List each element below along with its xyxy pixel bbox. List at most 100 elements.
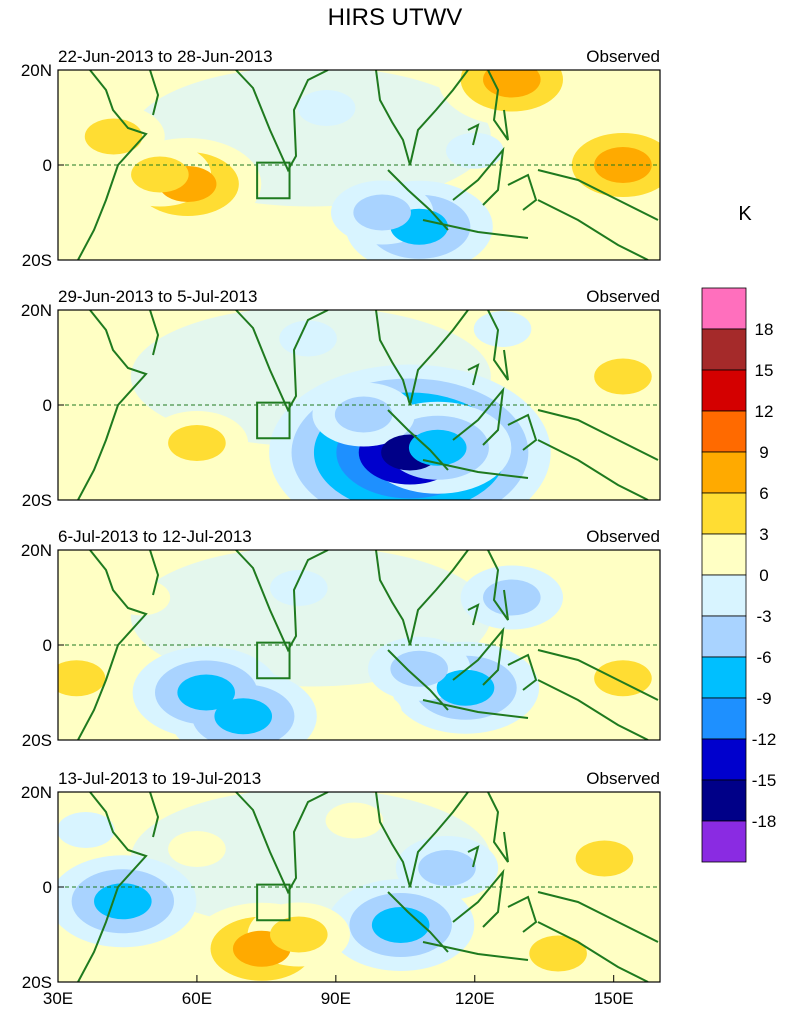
panel-period: 29-Jun-2013 to 5-Jul-2013 bbox=[58, 287, 257, 306]
anomaly-contour bbox=[594, 358, 652, 395]
coastline bbox=[507, 173, 538, 211]
anomaly-contour bbox=[594, 660, 652, 697]
coastline bbox=[467, 363, 480, 386]
colorbar-label: -9 bbox=[756, 689, 771, 708]
colorbar-unit: K bbox=[738, 203, 752, 225]
coastline bbox=[507, 413, 538, 451]
panel-observed-label: Observed bbox=[586, 47, 660, 66]
coastline bbox=[452, 868, 505, 928]
coastline bbox=[77, 310, 148, 500]
anomaly-contour bbox=[270, 570, 328, 606]
anomaly-contour bbox=[94, 883, 152, 920]
anomaly-contour bbox=[445, 132, 504, 169]
colorbar-swatch bbox=[701, 779, 747, 822]
index-box bbox=[256, 401, 291, 440]
coastline bbox=[387, 891, 449, 953]
coastline bbox=[235, 70, 329, 173]
colorbar-label: -12 bbox=[752, 730, 777, 749]
coastline bbox=[537, 439, 649, 500]
anomaly-contour bbox=[529, 935, 587, 972]
coastline bbox=[149, 792, 160, 838]
anomaly-contour bbox=[75, 406, 134, 442]
y-tick-label: 0 bbox=[43, 878, 52, 897]
anomaly-contour bbox=[334, 396, 393, 433]
x-tick-label: 60E bbox=[182, 989, 212, 1008]
anomaly-contour bbox=[168, 425, 226, 461]
coastline bbox=[77, 550, 148, 740]
anomaly-contour bbox=[325, 802, 384, 839]
panel-field bbox=[58, 550, 660, 740]
coastline bbox=[537, 409, 659, 461]
colorbar-label: 12 bbox=[755, 402, 774, 421]
coastline bbox=[487, 70, 509, 141]
x-tick-label: 90E bbox=[321, 989, 351, 1008]
anomaly-contour bbox=[566, 579, 624, 616]
coastline bbox=[235, 792, 329, 895]
anomaly-contour bbox=[575, 840, 634, 877]
map-panel: 6-Jul-2013 to 12-Jul-2013 Observed 20N 0 20S bbox=[21, 527, 661, 750]
panel-observed-label: Observed bbox=[586, 769, 660, 788]
anomaly-contour bbox=[418, 850, 476, 886]
coastline bbox=[149, 70, 160, 116]
y-tick-label: 20N bbox=[21, 541, 52, 560]
anomaly-contour bbox=[473, 311, 532, 347]
coastline bbox=[149, 310, 160, 356]
colorbar-label: 0 bbox=[759, 566, 768, 585]
colorbar-label: 18 bbox=[755, 320, 774, 339]
coastline bbox=[149, 550, 160, 596]
x-tick-label: 150E bbox=[594, 989, 634, 1008]
coastline bbox=[537, 199, 649, 260]
coastline bbox=[507, 653, 538, 691]
y-tick-label: 20N bbox=[21, 301, 52, 320]
panel-observed-label: Observed bbox=[586, 527, 660, 546]
coastline bbox=[422, 219, 529, 239]
y-tick-label: 20S bbox=[22, 491, 52, 510]
coastline bbox=[235, 550, 329, 653]
anomaly-contour bbox=[390, 650, 449, 687]
colorbar-label: -6 bbox=[756, 648, 771, 667]
figure-title: HIRS UTWV bbox=[328, 4, 463, 31]
anomaly-contour bbox=[270, 916, 328, 953]
index-box bbox=[256, 641, 291, 680]
anomaly-contour bbox=[408, 429, 467, 466]
coastline bbox=[387, 649, 449, 711]
anomaly-contour bbox=[436, 669, 495, 706]
coastline bbox=[452, 146, 505, 206]
anomaly-contour bbox=[84, 118, 143, 155]
index-box bbox=[256, 883, 291, 922]
panel-field bbox=[58, 792, 660, 982]
anomaly-contour bbox=[168, 831, 226, 867]
colorbar-swatch bbox=[701, 697, 747, 740]
x-tick-label: 120E bbox=[455, 989, 495, 1008]
coastline bbox=[422, 459, 529, 479]
panels: 22-Jun-2013 to 28-Jun-2013 Observed 20N 0 20… bbox=[21, 47, 661, 992]
colorbar-swatch bbox=[701, 615, 747, 658]
y-tick-label: 0 bbox=[43, 396, 52, 415]
y-tick-label: 0 bbox=[43, 636, 52, 655]
anomaly-contour bbox=[131, 156, 189, 193]
colorbar-label: -15 bbox=[752, 771, 777, 790]
anomaly-contour bbox=[483, 579, 541, 616]
x-tick-label: 30E bbox=[43, 989, 73, 1008]
colorbar-swatch bbox=[701, 369, 747, 412]
coastline bbox=[422, 699, 529, 719]
colorbar-swatch bbox=[701, 738, 747, 781]
colorbar-label: 9 bbox=[759, 443, 768, 462]
anomaly-contour bbox=[214, 698, 273, 735]
coastline bbox=[537, 649, 659, 701]
coastline bbox=[452, 626, 505, 686]
y-tick-label: 20S bbox=[22, 973, 52, 992]
anomaly-contour bbox=[547, 208, 606, 245]
index-box bbox=[256, 161, 291, 200]
anomaly-contour bbox=[353, 194, 411, 231]
coastline bbox=[422, 941, 529, 961]
coastline bbox=[467, 123, 480, 146]
colorbar-swatch bbox=[701, 533, 747, 576]
panel-field bbox=[58, 310, 660, 500]
map-panel: 22-Jun-2013 to 28-Jun-2013 Observed 20N 0 20… bbox=[21, 47, 661, 270]
colorbar-label: -18 bbox=[752, 812, 777, 831]
x-axis: 30E 60E 90E 120E 150E bbox=[43, 975, 634, 1008]
colorbar-swatch bbox=[701, 287, 747, 330]
panel-observed-label: Observed bbox=[586, 287, 660, 306]
